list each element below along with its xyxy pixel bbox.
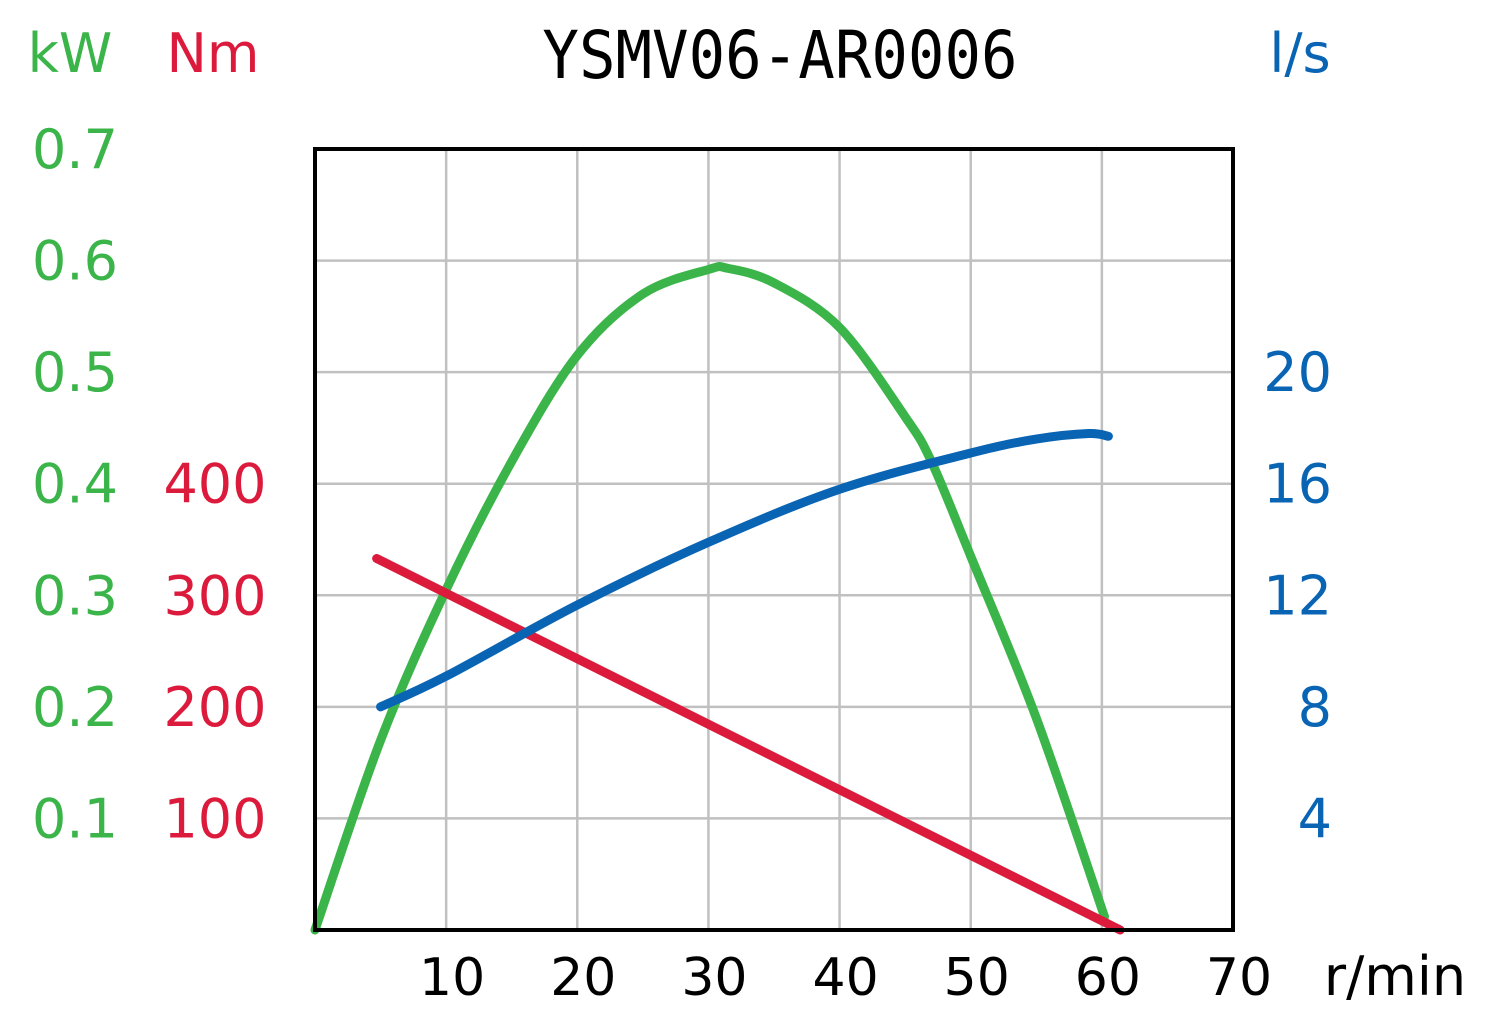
chart-title: YSMV06-AR0006	[542, 17, 1017, 94]
flow-tick-label: 16	[1263, 453, 1332, 516]
flow-tick-label: 4	[1298, 787, 1332, 850]
torque-axis-label: Nm	[167, 22, 260, 85]
power-tick-label: 0.2	[32, 676, 118, 739]
series-lines	[310, 262, 1125, 935]
flow-series-line	[376, 428, 1113, 712]
torque-tick-label: 100	[163, 787, 266, 850]
tick-labels: 10 20 30 40 50 60 70 0.1 0.2 0.3 0.4 0.5 0.6 0.7 100 20…	[32, 118, 1332, 1008]
flow-tick-label: 20	[1263, 341, 1332, 404]
x-tick-label: 70	[1206, 948, 1272, 1008]
power-tick-label: 0.4	[32, 453, 118, 516]
power-axis-label: kW	[28, 22, 113, 85]
power-series-line	[310, 262, 1109, 935]
x-tick-label: 30	[681, 948, 747, 1008]
power-tick-label: 0.1	[32, 787, 118, 850]
power-tick-label: 0.3	[32, 564, 118, 627]
flow-axis-label: l/s	[1269, 22, 1330, 85]
torque-series-line	[372, 553, 1125, 935]
x-tick-label: 10	[419, 948, 485, 1008]
flow-tick-label: 12	[1263, 564, 1332, 627]
power-tick-label: 0.5	[32, 341, 118, 404]
x-axis-label: r/min	[1324, 945, 1466, 1008]
power-tick-label: 0.7	[32, 118, 118, 181]
torque-tick-label: 400	[163, 453, 266, 516]
x-tick-label: 40	[812, 948, 878, 1008]
x-tick-label: 20	[550, 948, 616, 1008]
power-tick-label: 0.6	[32, 230, 118, 293]
x-tick-label: 60	[1075, 948, 1141, 1008]
torque-tick-label: 300	[163, 564, 266, 627]
torque-tick-label: 200	[163, 676, 266, 739]
x-tick-label: 50	[944, 948, 1010, 1008]
grid	[315, 149, 1233, 930]
plot-frame	[313, 147, 1235, 932]
flow-tick-label: 8	[1298, 676, 1332, 739]
